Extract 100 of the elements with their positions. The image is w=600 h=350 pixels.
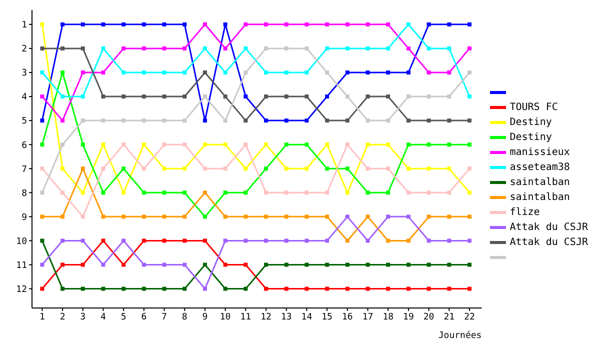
- point: [101, 214, 106, 219]
- legend-label: Destiny: [510, 117, 552, 128]
- point: [325, 166, 330, 171]
- point: [122, 22, 126, 26]
- point: [60, 166, 65, 171]
- legend-label: asseteam38: [510, 162, 570, 173]
- y-tick-label: 9: [22, 212, 27, 223]
- y-tick-label: 11: [16, 260, 27, 271]
- point: [162, 22, 166, 26]
- point: [182, 118, 187, 123]
- point: [60, 238, 65, 243]
- point: [366, 94, 370, 99]
- point: [223, 118, 228, 123]
- y-tick-label: 4: [22, 92, 27, 103]
- legend-label: flize: [510, 207, 540, 218]
- point: [142, 118, 146, 123]
- point: [182, 22, 187, 26]
- point: [426, 214, 431, 219]
- point: [202, 190, 207, 195]
- point: [386, 238, 390, 243]
- point: [447, 94, 452, 99]
- point: [202, 142, 207, 147]
- point: [284, 214, 288, 219]
- point: [80, 22, 85, 26]
- point: [284, 118, 288, 123]
- x-tick-label: 19: [403, 312, 414, 322]
- point: [142, 22, 146, 26]
- point: [366, 286, 370, 291]
- point: [162, 286, 166, 291]
- point: [142, 46, 146, 50]
- point: [304, 142, 309, 147]
- point: [182, 46, 187, 50]
- point: [182, 70, 187, 74]
- point: [345, 22, 350, 26]
- point: [202, 118, 207, 123]
- point: [162, 190, 166, 195]
- point: [182, 214, 187, 219]
- point: [40, 238, 44, 243]
- point: [182, 190, 187, 195]
- x-tick-label: 7: [162, 312, 167, 322]
- point: [426, 238, 431, 243]
- point: [468, 142, 472, 147]
- point: [325, 190, 330, 195]
- point: [426, 118, 431, 123]
- point: [80, 166, 85, 171]
- point: [304, 238, 309, 243]
- point: [60, 286, 65, 291]
- point: [80, 262, 85, 267]
- point: [264, 190, 268, 195]
- point: [406, 70, 410, 74]
- point: [468, 46, 472, 50]
- point: [142, 190, 146, 195]
- y-tick-label: 1: [22, 20, 27, 31]
- legend-label: saintalban: [510, 192, 570, 203]
- point: [406, 22, 410, 26]
- point: [122, 70, 126, 74]
- point: [182, 238, 187, 243]
- point: [60, 22, 65, 26]
- point: [345, 142, 350, 147]
- point: [386, 142, 390, 147]
- point: [406, 214, 410, 219]
- point: [468, 118, 472, 123]
- point: [40, 46, 44, 50]
- point: [223, 262, 228, 267]
- point: [264, 118, 268, 123]
- point: [101, 166, 106, 171]
- point: [386, 22, 390, 26]
- point: [468, 238, 472, 243]
- point: [162, 166, 166, 171]
- point: [284, 142, 288, 147]
- point: [202, 166, 207, 171]
- point: [325, 214, 330, 219]
- point: [264, 262, 268, 267]
- point: [345, 190, 350, 195]
- point: [304, 262, 309, 267]
- point: [284, 46, 288, 50]
- point: [447, 238, 452, 243]
- point: [406, 46, 410, 50]
- point: [345, 94, 350, 99]
- point: [101, 190, 106, 195]
- point: [345, 118, 350, 123]
- point: [244, 190, 248, 195]
- point: [244, 22, 248, 26]
- point: [284, 190, 288, 195]
- point: [40, 190, 44, 195]
- point: [202, 238, 207, 243]
- point: [244, 118, 248, 123]
- point: [142, 214, 146, 219]
- point: [223, 214, 228, 219]
- point: [40, 214, 44, 219]
- point: [447, 214, 452, 219]
- point: [202, 94, 207, 99]
- point: [284, 94, 288, 99]
- point: [426, 142, 431, 147]
- y-tick-label: 8: [22, 188, 27, 199]
- point: [182, 94, 187, 99]
- point: [223, 94, 228, 99]
- point: [366, 262, 370, 267]
- point: [244, 238, 248, 243]
- point: [366, 238, 370, 243]
